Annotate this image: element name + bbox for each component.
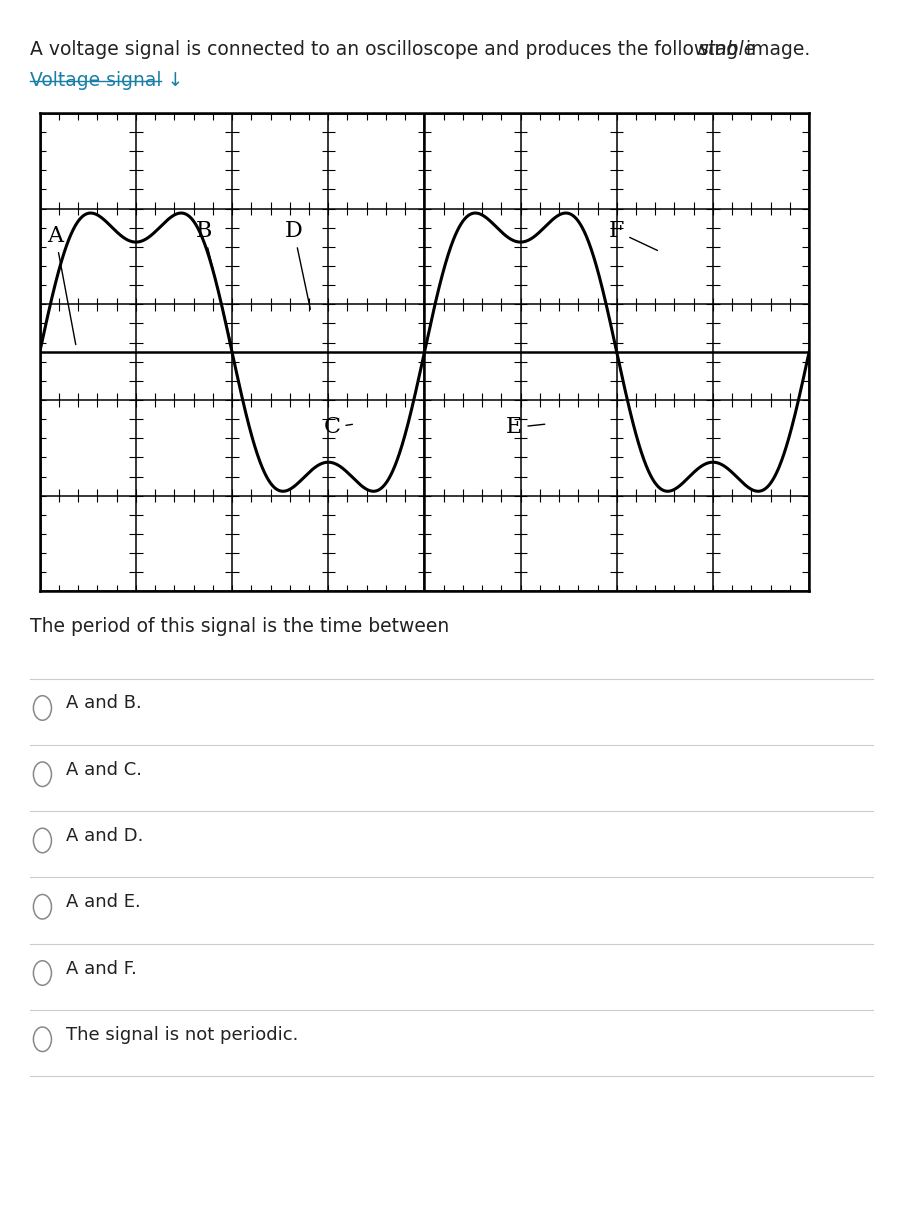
- Text: C: C: [323, 416, 352, 438]
- Text: Voltage signal ↓: Voltage signal ↓: [30, 71, 183, 90]
- Text: A voltage signal is connected to an oscilloscope and produces the following: A voltage signal is connected to an osci…: [30, 40, 743, 59]
- Text: A and D.: A and D.: [66, 827, 143, 845]
- Text: A and E.: A and E.: [66, 893, 141, 912]
- Text: The signal is not periodic.: The signal is not periodic.: [66, 1026, 298, 1044]
- Text: image.: image.: [740, 40, 810, 59]
- Text: A and F.: A and F.: [66, 960, 136, 978]
- Text: The period of this signal is the time between: The period of this signal is the time be…: [30, 617, 448, 636]
- Text: A and B.: A and B.: [66, 694, 142, 713]
- Text: B: B: [196, 221, 231, 345]
- Text: E: E: [506, 416, 544, 438]
- Text: stable: stable: [698, 40, 755, 59]
- Text: A and C.: A and C.: [66, 761, 142, 779]
- Text: F: F: [608, 221, 657, 250]
- Text: A: A: [48, 225, 76, 345]
- Text: D: D: [285, 221, 310, 309]
